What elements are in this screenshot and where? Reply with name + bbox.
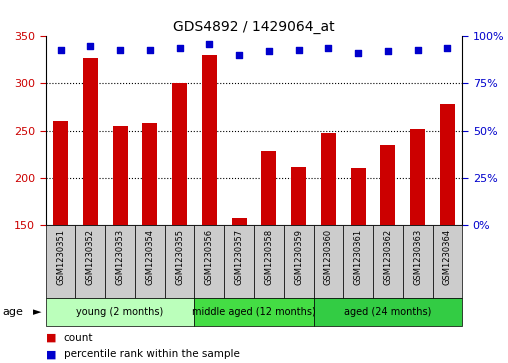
Bar — [440, 104, 455, 225]
Bar — [254, 225, 284, 298]
Text: GSM1230354: GSM1230354 — [145, 229, 154, 285]
Bar — [46, 298, 195, 326]
Bar — [321, 132, 336, 225]
Bar — [262, 151, 276, 225]
Point — [235, 52, 243, 58]
Bar — [313, 225, 343, 298]
Bar — [172, 83, 187, 225]
Bar — [291, 167, 306, 225]
Point — [205, 41, 213, 47]
Text: GSM1230363: GSM1230363 — [413, 229, 422, 285]
Bar — [380, 145, 395, 225]
Text: GSM1230357: GSM1230357 — [235, 229, 244, 285]
Text: ■: ■ — [46, 350, 56, 359]
Text: aged (24 months): aged (24 months) — [344, 307, 432, 317]
Bar — [343, 225, 373, 298]
Point — [295, 46, 303, 52]
Bar — [83, 58, 98, 225]
Text: GSM1230353: GSM1230353 — [116, 229, 124, 285]
Bar — [165, 225, 195, 298]
Point — [414, 46, 422, 52]
Point — [86, 43, 94, 49]
Bar — [53, 121, 68, 225]
Bar — [403, 225, 432, 298]
Bar — [373, 225, 403, 298]
Text: ■: ■ — [46, 333, 56, 343]
Point — [265, 49, 273, 54]
Text: ►: ► — [33, 307, 42, 317]
Bar — [113, 126, 128, 225]
Bar — [142, 123, 157, 225]
Text: age: age — [3, 307, 23, 317]
Bar — [284, 225, 313, 298]
Bar — [202, 55, 217, 225]
Bar — [195, 225, 224, 298]
Bar — [313, 298, 462, 326]
Text: GSM1230356: GSM1230356 — [205, 229, 214, 285]
Text: young (2 months): young (2 months) — [77, 307, 164, 317]
Text: GSM1230359: GSM1230359 — [294, 229, 303, 285]
Point — [146, 46, 154, 52]
Bar — [195, 298, 313, 326]
Text: GSM1230364: GSM1230364 — [443, 229, 452, 285]
Text: GSM1230355: GSM1230355 — [175, 229, 184, 285]
Point — [176, 45, 184, 50]
Bar — [432, 225, 462, 298]
Bar — [46, 225, 76, 298]
Bar — [135, 225, 165, 298]
Bar — [224, 225, 254, 298]
Point — [384, 49, 392, 54]
Text: count: count — [64, 333, 93, 343]
Point — [354, 50, 362, 56]
Title: GDS4892 / 1429064_at: GDS4892 / 1429064_at — [173, 20, 335, 34]
Bar — [410, 129, 425, 225]
Text: GSM1230358: GSM1230358 — [264, 229, 273, 285]
Point — [443, 45, 452, 50]
Point — [116, 46, 124, 52]
Text: percentile rank within the sample: percentile rank within the sample — [64, 350, 239, 359]
Text: GSM1230360: GSM1230360 — [324, 229, 333, 285]
Text: GSM1230361: GSM1230361 — [354, 229, 363, 285]
Bar — [232, 219, 246, 225]
Text: middle aged (12 months): middle aged (12 months) — [192, 307, 316, 317]
Point — [324, 45, 332, 50]
Bar — [76, 225, 105, 298]
Text: GSM1230352: GSM1230352 — [86, 229, 95, 285]
Point — [56, 46, 65, 52]
Bar — [351, 168, 366, 225]
Text: GSM1230362: GSM1230362 — [384, 229, 392, 285]
Bar — [105, 225, 135, 298]
Text: GSM1230351: GSM1230351 — [56, 229, 65, 285]
